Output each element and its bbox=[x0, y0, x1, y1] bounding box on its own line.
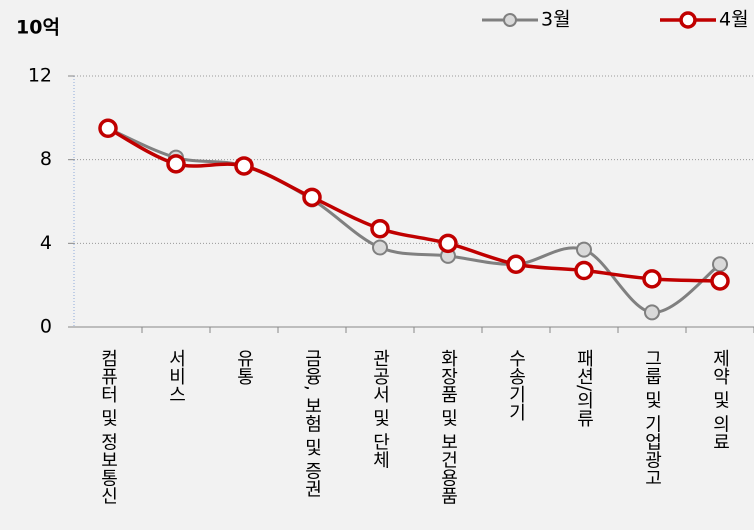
x-tick-label: 서비스 bbox=[166, 349, 187, 403]
marker bbox=[644, 304, 660, 321]
x-tick-label: 제약 및 의료 bbox=[710, 349, 731, 451]
series-line bbox=[107, 126, 721, 314]
x-tick-label: 컴퓨터 및 정보통신 bbox=[98, 349, 119, 505]
x-tick-label: 금융, 보험 및 증권 bbox=[302, 349, 323, 498]
marker bbox=[710, 271, 730, 291]
x-tick-label: 화장품 및 보건용품 bbox=[438, 349, 459, 505]
legend-marker bbox=[679, 11, 697, 29]
marker bbox=[642, 269, 662, 289]
y-tick-label: 8 bbox=[40, 148, 52, 170]
marker bbox=[166, 154, 186, 174]
y-tick-label: 0 bbox=[40, 316, 52, 338]
y-tick-label: 4 bbox=[40, 232, 52, 254]
marker bbox=[234, 156, 254, 176]
marker bbox=[574, 260, 594, 281]
marker bbox=[370, 218, 390, 239]
legend-label: 4월 bbox=[719, 9, 749, 31]
marker bbox=[302, 187, 322, 208]
series-line bbox=[107, 126, 721, 283]
x-tick-label: 패션/의류 bbox=[574, 349, 595, 427]
legend-label: 3월 bbox=[541, 9, 571, 31]
marker bbox=[438, 233, 458, 254]
x-tick-label: 관공서 및 단체 bbox=[370, 349, 391, 469]
marker bbox=[712, 256, 728, 273]
marker bbox=[506, 254, 526, 274]
x-tick-label: 유통 bbox=[234, 349, 255, 385]
legend-marker bbox=[503, 13, 517, 27]
y-tick-label: 12 bbox=[28, 65, 52, 87]
x-tick-label: 수송기기 bbox=[506, 349, 527, 421]
x-tick-label: 그룹 및 기업광고 bbox=[642, 349, 663, 486]
marker bbox=[372, 239, 388, 256]
marker bbox=[576, 241, 592, 258]
y-unit-label: 10억 bbox=[16, 17, 60, 39]
marker bbox=[98, 118, 118, 139]
